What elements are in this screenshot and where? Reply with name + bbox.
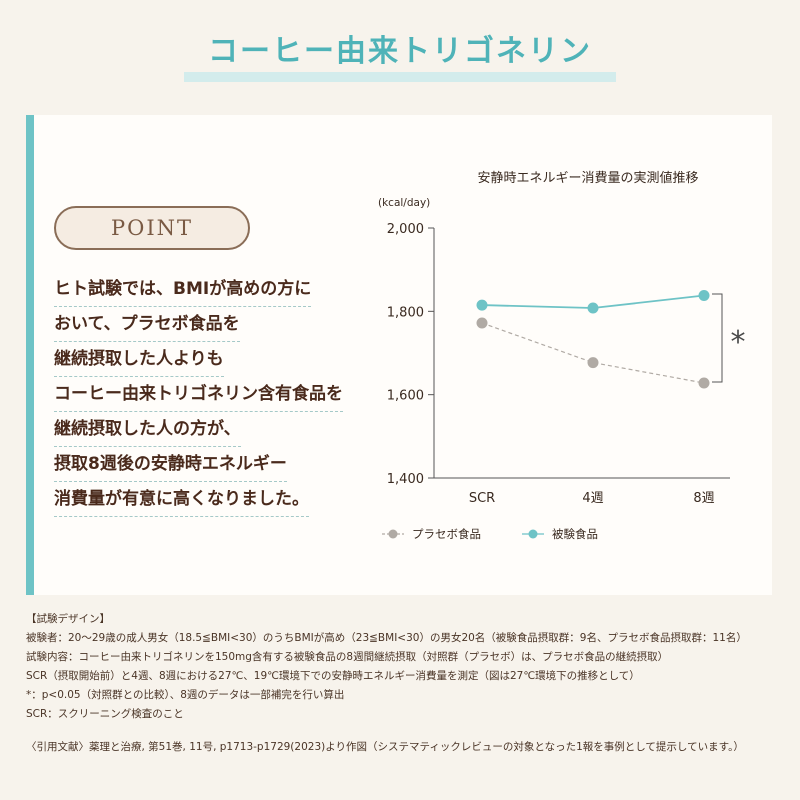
y-axis-unit: (kcal/day) [378,197,430,209]
legend-label: プラセボ食品 [412,527,481,541]
data-point [698,377,710,389]
data-point [587,357,599,369]
point-line: ヒト試験では、BMIが高めの方に [54,272,312,307]
data-point [476,317,488,329]
reference-note: 〈引用文献〉薬理と治療, 第51巻, 11号, p1713-p1729(2023… [26,741,744,753]
significance-mark: * [731,325,746,360]
point-line: おいて、プラセボ食品を [54,307,240,342]
point-line: 継続摂取した人よりも [54,342,224,377]
x-tick-label: 4週 [582,491,603,506]
data-point [698,290,710,301]
y-tick-label: 1,600 [387,389,424,404]
point-line: コーヒー由来トリゴネリン含有食品を [54,377,343,412]
significance-bracket [712,293,723,383]
x-tick-label: SCR [469,491,495,506]
point-line: 継続摂取した人の方が、 [54,412,241,447]
point-text: ヒト試験では、BMIが高めの方に おいて、プラセボ食品を 継続摂取した人よりも … [54,272,374,517]
study-notes: 【試験デザイン】 被験者：20～29歳の成人男女（18.5≦BMI<30）のうち… [26,610,786,757]
data-point [587,302,599,314]
panel-accent-bar [26,115,34,595]
legend-marker [388,529,398,539]
legend-marker [528,529,538,539]
legend-label: 被験食品 [552,527,598,541]
notes-line: *：p<0.05（対照群との比較）、8週のデータは一部補完を行い算出 [26,689,345,701]
title-underline [184,72,616,82]
point-line: 消費量が有意に高くなりました。 [54,482,309,517]
chart-title: 安静時エネルギー消費量の実測値推移 [477,170,698,186]
notes-line: SCR：スクリーニング検査のこと [26,708,184,720]
content-panel [30,115,772,595]
point-line: 摂取8週後の安静時エネルギー [54,447,287,482]
y-tick-label: 2,000 [387,222,424,237]
energy-expenditure-chart: 安静時エネルギー消費量の実測値推移 (kcal/day) 1,400 1,600 1… [378,170,746,541]
notes-line: 試験内容：コーヒー由来トリゴネリンを150mg含有する被験食品の8週間継続摂取（… [26,651,669,663]
x-tick-label: 8週 [693,491,714,506]
notes-heading: 【試験デザイン】 [26,613,110,625]
page-title: コーヒー由来トリゴネリン [208,34,592,69]
y-tick-label: 1,400 [387,472,424,487]
point-badge: POINT [54,206,250,250]
notes-line: SCR（摂取開始前）と4週、8週における27℃、19℃環境下での安静時エネルギー… [26,670,640,682]
data-point [476,299,488,311]
y-tick-label: 1,800 [387,305,424,320]
series-line [481,322,705,384]
notes-line: 被験者：20～29歳の成人男女（18.5≦BMI<30）のうちBMIが高め（23… [26,632,747,644]
